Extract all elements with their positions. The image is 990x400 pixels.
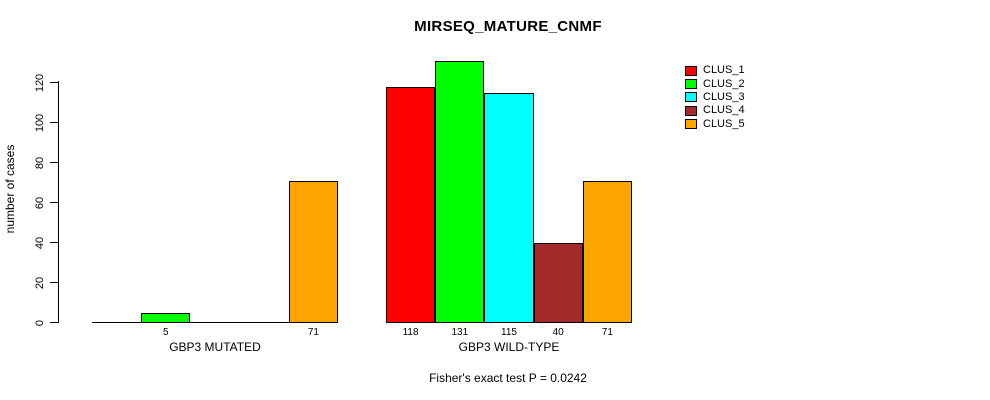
legend-label-clus-3: CLUS_3 xyxy=(703,90,745,103)
bar-value-gbp3-mutated-clus-2: 5 xyxy=(163,327,169,338)
legend-swatch-clus-1 xyxy=(685,65,697,76)
y-tick-mark-100 xyxy=(50,122,58,123)
bar-gbp3-wild-type-clus-2 xyxy=(435,61,485,323)
y-tick-mark-60 xyxy=(50,202,58,203)
bar-gbp3-mutated-clus-2 xyxy=(141,313,191,323)
legend-swatch-clus-4 xyxy=(685,105,697,116)
bar-value-gbp3-mutated-clus-5: 71 xyxy=(307,327,319,338)
legend-label-clus-4: CLUS_4 xyxy=(703,104,745,117)
chart-title: MIRSEQ_MATURE_CNMF xyxy=(414,18,602,35)
y-tick-mark-80 xyxy=(50,162,58,163)
legend-item-clus-5: CLUS_5 xyxy=(685,118,745,131)
y-tick-mark-40 xyxy=(50,242,58,243)
bar-gbp3-mutated-clus-5 xyxy=(288,181,338,323)
legend-item-clus-4: CLUS_4 xyxy=(685,104,745,117)
bar-value-gbp3-wild-type-clus-5: 71 xyxy=(601,327,613,338)
y-tick-mark-20 xyxy=(50,282,58,283)
bar-value-gbp3-wild-type-clus-2: 131 xyxy=(451,327,469,338)
legend-swatch-clus-3 xyxy=(685,92,697,103)
bar-value-gbp3-wild-type-clus-3: 115 xyxy=(501,327,517,338)
category-label-gbp3-wild-type: GBP3 WILD-TYPE xyxy=(458,340,560,354)
y-tick-mark-120 xyxy=(50,82,58,83)
y-tick-mark-0 xyxy=(50,322,58,323)
legend-label-clus-2: CLUS_2 xyxy=(703,77,745,90)
bar-gbp3-wild-type-clus-3 xyxy=(484,93,534,323)
legend-label-clus-5: CLUS_5 xyxy=(703,117,745,130)
x-baseline-gbp3-mutated xyxy=(92,322,338,323)
category-label-gbp3-mutated: GBP3 MUTATED xyxy=(169,340,261,354)
y-axis-line xyxy=(58,81,59,323)
legend: CLUS_1 CLUS_2 CLUS_3 CLUS_4 CLUS_5 xyxy=(685,64,745,131)
bar-value-gbp3-wild-type-clus-4: 40 xyxy=(552,327,564,338)
bar-gbp3-wild-type-clus-5 xyxy=(582,181,632,323)
legend-swatch-clus-2 xyxy=(685,79,697,90)
legend-item-clus-3: CLUS_3 xyxy=(685,91,745,104)
legend-item-clus-1: CLUS_1 xyxy=(685,64,745,77)
annotation-text: Fisher's exact test P = 0.0242 xyxy=(429,371,587,385)
legend-item-clus-2: CLUS_2 xyxy=(685,77,745,90)
legend-label-clus-1: CLUS_1 xyxy=(703,64,745,77)
legend-swatch-clus-5 xyxy=(685,119,697,130)
bar-value-gbp3-wild-type-clus-1: 118 xyxy=(402,327,419,338)
bar-gbp3-wild-type-clus-4 xyxy=(533,243,583,323)
bar-gbp3-wild-type-clus-1 xyxy=(386,87,436,323)
